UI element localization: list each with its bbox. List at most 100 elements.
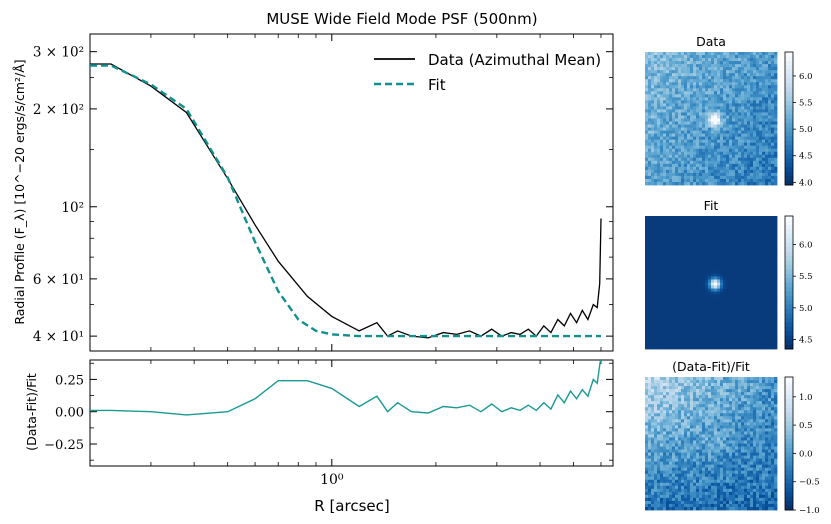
heatmap-cell [738,389,742,393]
heatmap-cell [720,240,724,244]
heatmap-cell [747,434,751,438]
heatmap-cell [735,112,739,116]
heatmap-cell [654,79,658,83]
heatmap-cell [705,386,709,390]
heatmap-cell [714,231,718,235]
heatmap-cell [687,175,691,180]
heatmap-cell [711,148,715,153]
heatmap-cell [726,70,730,74]
heatmap-cell [753,339,757,344]
heatmap-cell [705,383,709,387]
colorbar-tick-label: 5.0 [799,304,813,314]
heatmap-cell [765,115,769,119]
heatmap-cell [684,306,688,311]
heatmap-cell [720,327,724,332]
heatmap-cell [768,258,772,262]
heatmap-cell [762,273,766,277]
heatmap-cell [690,55,694,59]
heatmap-cell [657,228,661,232]
heatmap-cell [693,222,697,226]
heatmap-cell [708,175,712,180]
heatmap-cell [723,163,727,168]
heatmap-cell [714,282,718,286]
heatmap-cell [651,288,655,292]
heatmap-cell [681,124,685,128]
heatmap-cell [708,294,712,299]
heatmap-cell [648,225,652,229]
heatmap-cell [693,160,697,165]
heatmap-cell [657,315,661,320]
heatmap-cell [738,401,742,405]
heatmap-cell [771,303,775,308]
heatmap-cell [759,97,763,101]
heatmap-cell [744,264,748,268]
heatmap-cell [684,127,688,131]
heatmap-cell [645,300,649,305]
heatmap-cell [645,270,649,274]
heatmap-cell [669,151,673,156]
heatmap-cell [693,291,697,295]
heatmap-cell [687,85,691,89]
heatmap-cell [669,82,673,86]
heatmap-cell [693,219,697,223]
heatmap-cell [753,58,757,62]
heatmap-cell [774,142,778,147]
heatmap-cell [684,100,688,104]
heatmap-cell [663,395,667,399]
heatmap-cell [765,166,769,171]
heatmap-cell [729,407,733,411]
heatmap-cell [648,306,652,311]
heatmap-cell [765,157,769,162]
heatmap-cell [654,395,658,399]
heatmap-cell [720,103,724,107]
heatmap-cell [726,216,730,220]
heatmap-cell [726,345,730,350]
heatmap-cell [690,398,694,402]
heatmap-cell [702,136,706,141]
heatmap-cell [750,231,754,235]
heatmap-cell [669,386,673,390]
heatmap-cell [705,330,709,335]
heatmap-cell [774,261,778,265]
heatmap-cell [711,166,715,171]
heatmap-cell [696,106,700,110]
heatmap-cell [675,294,679,299]
heatmap-cell [711,145,715,150]
heatmap-cell [756,428,760,432]
heatmap-cell [687,336,691,341]
heatmap-cell [732,154,736,159]
heatmap-cell [729,151,733,156]
heatmap-cell [654,437,658,441]
heatmap-cell [753,76,757,80]
heatmap-cell [690,237,694,241]
heatmap-cell [660,234,664,238]
heatmap-cell [774,88,778,92]
heatmap-cell [747,58,751,62]
heatmap-cell [705,339,709,344]
heatmap-cell [753,407,757,411]
heatmap-cell [708,133,712,138]
heatmap-cell [768,243,772,247]
heatmap-cell [747,169,751,174]
heatmap-cell [750,300,754,305]
heatmap-cell [681,157,685,162]
heatmap-cell [699,288,703,292]
heatmap-cell [678,410,682,414]
heatmap-cell [645,124,649,128]
heatmap-cell [708,151,712,156]
heatmap-cell [771,431,775,435]
heatmap-cell [732,243,736,247]
heatmap-cell [717,345,721,350]
heatmap-cell [762,270,766,274]
heatmap-cell [660,291,664,295]
heatmap-cell [747,88,751,92]
heatmap-cell [669,342,673,347]
heatmap-cell [717,88,721,92]
heatmap-cell [750,389,754,393]
heatmap-cell [660,181,664,186]
heatmap-cell [648,431,652,435]
heatmap-cell [663,127,667,131]
heatmap-cell [693,345,697,350]
heatmap-cell [675,228,679,232]
heatmap-cell [768,261,772,265]
